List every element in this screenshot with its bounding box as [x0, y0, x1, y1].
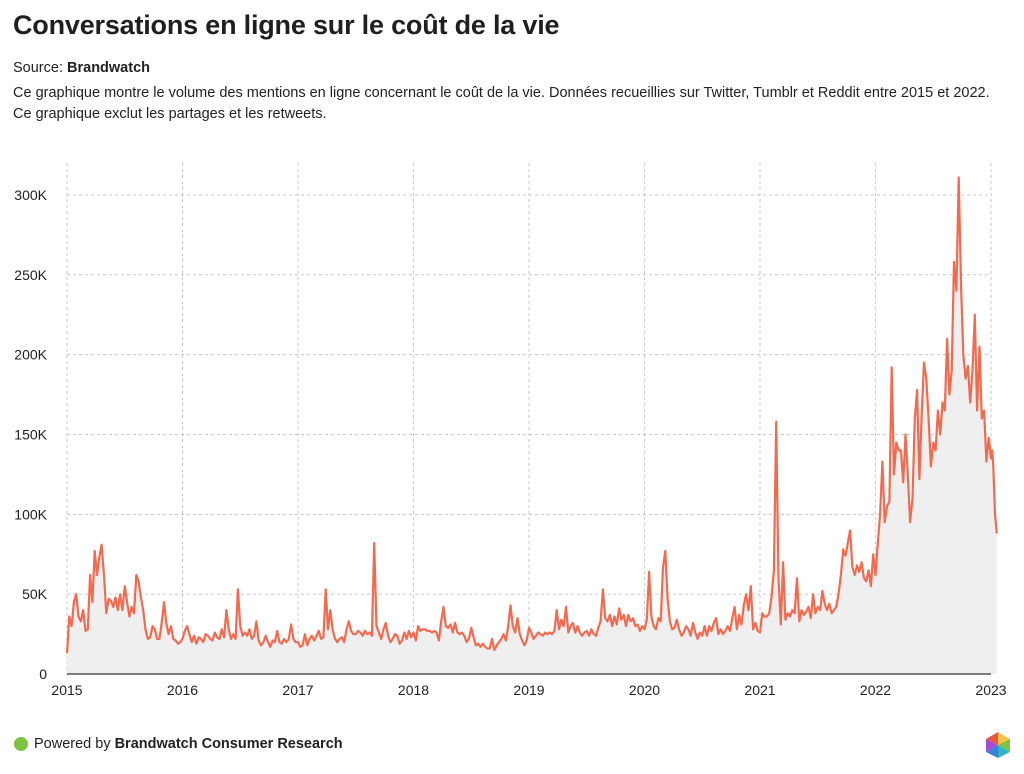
x-tick-label: 2023 [975, 682, 1006, 698]
y-tick-label: 300K [14, 187, 47, 203]
y-tick-label: 0 [39, 666, 47, 682]
axes: 2015 2016 2017 2018 2019 2020 2021 2022 2023 0 50K… [14, 187, 1006, 698]
x-tick-label: 2020 [629, 682, 660, 698]
series-line [65, 176, 998, 654]
brandwatch-logo-icon [986, 732, 1010, 758]
x-tick-label: 2018 [398, 682, 429, 698]
x-tick-label: 2016 [167, 682, 198, 698]
x-tick-label: 2015 [51, 682, 82, 698]
x-tick-label: 2021 [744, 682, 775, 698]
y-tick-label: 150K [14, 426, 47, 442]
x-tick-label: 2022 [860, 682, 891, 698]
chart-title: Conversations en ligne sur le coût de la… [13, 10, 560, 40]
brand-dot-icon [14, 737, 28, 751]
y-tick-label: 50K [22, 586, 48, 602]
y-tick-label: 200K [14, 347, 47, 363]
x-tick-label: 2019 [513, 682, 544, 698]
area-fill [67, 177, 997, 674]
chart-description: Ce graphique montre le volume des mentio… [13, 85, 990, 122]
source-label: Source: [13, 60, 63, 76]
x-tick-label: 2017 [282, 682, 313, 698]
source-name: Brandwatch [67, 60, 151, 76]
powered-name[interactable]: Brandwatch Consumer Research [114, 736, 343, 752]
powered-label: Powered by [34, 736, 111, 752]
y-tick-label: 100K [14, 506, 47, 522]
footer: Powered by Brandwatch Consumer Research [14, 736, 343, 752]
grid-lines [66, 163, 992, 674]
source-line: Source: Brandwatch [13, 60, 150, 76]
y-tick-label: 250K [14, 267, 47, 283]
